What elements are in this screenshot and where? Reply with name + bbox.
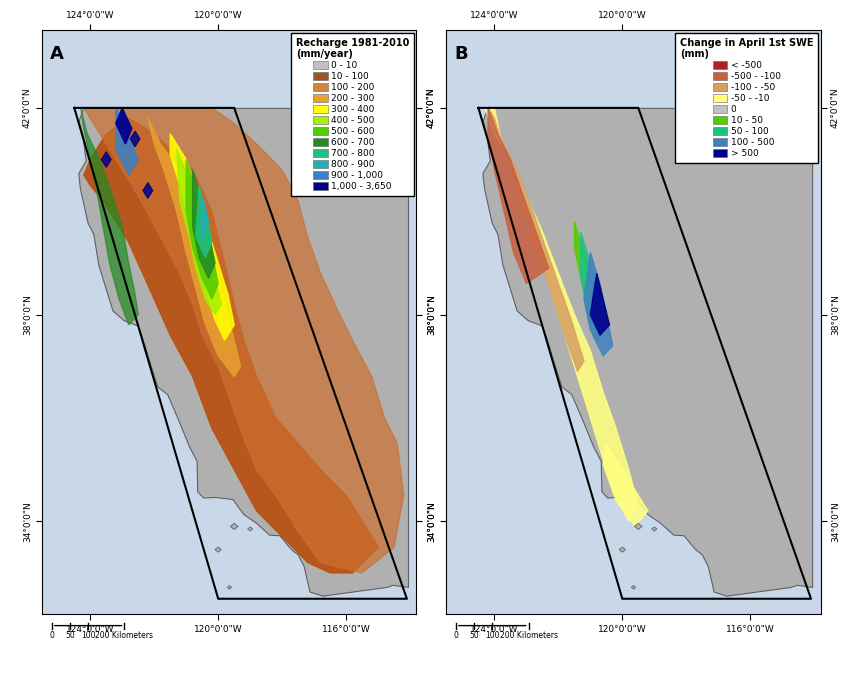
Text: B: B [454,45,468,63]
Polygon shape [143,183,152,198]
Polygon shape [591,273,609,335]
Polygon shape [130,131,140,146]
Polygon shape [148,118,240,377]
Text: 50: 50 [470,631,479,641]
Text: 50: 50 [65,631,75,641]
Text: 200 Kilometers: 200 Kilometers [96,631,153,641]
Polygon shape [84,118,378,573]
Polygon shape [84,108,404,573]
Polygon shape [619,547,625,552]
Text: 100: 100 [485,631,500,641]
Polygon shape [631,586,635,589]
Polygon shape [603,443,648,526]
Polygon shape [79,108,409,596]
Text: 200 Kilometers: 200 Kilometers [500,631,558,641]
Polygon shape [102,152,111,167]
Polygon shape [228,586,232,589]
Polygon shape [651,527,656,531]
Polygon shape [202,196,209,237]
Polygon shape [230,523,238,529]
Polygon shape [248,527,253,531]
Polygon shape [634,523,642,529]
Polygon shape [80,108,138,325]
Text: 100: 100 [81,631,96,641]
Polygon shape [574,221,594,299]
Polygon shape [116,108,138,175]
Polygon shape [488,108,549,284]
Text: 0: 0 [49,631,54,641]
Polygon shape [584,252,613,356]
Legend: < -500, -500 - -100, -100 - -50, -50 - -10, 0, 10 - 50, 50 - 100, 100 - 500, > 5: < -500, -500 - -100, -100 - -50, -50 - -… [675,33,818,163]
Polygon shape [580,232,607,340]
Polygon shape [186,159,218,299]
Text: A: A [50,45,63,63]
Polygon shape [177,149,222,315]
Polygon shape [116,108,132,144]
Polygon shape [215,547,222,552]
Polygon shape [488,108,584,371]
Legend: 0 - 10, 10 - 100, 100 - 200, 200 - 300, 300 - 400, 400 - 500, 500 - 600, 600 - 7: 0 - 10, 10 - 100, 100 - 200, 200 - 300, … [291,33,414,196]
Polygon shape [193,170,215,278]
Text: 0: 0 [453,631,459,641]
Polygon shape [170,134,234,340]
Polygon shape [485,108,639,521]
Polygon shape [195,186,212,258]
Polygon shape [483,108,813,596]
